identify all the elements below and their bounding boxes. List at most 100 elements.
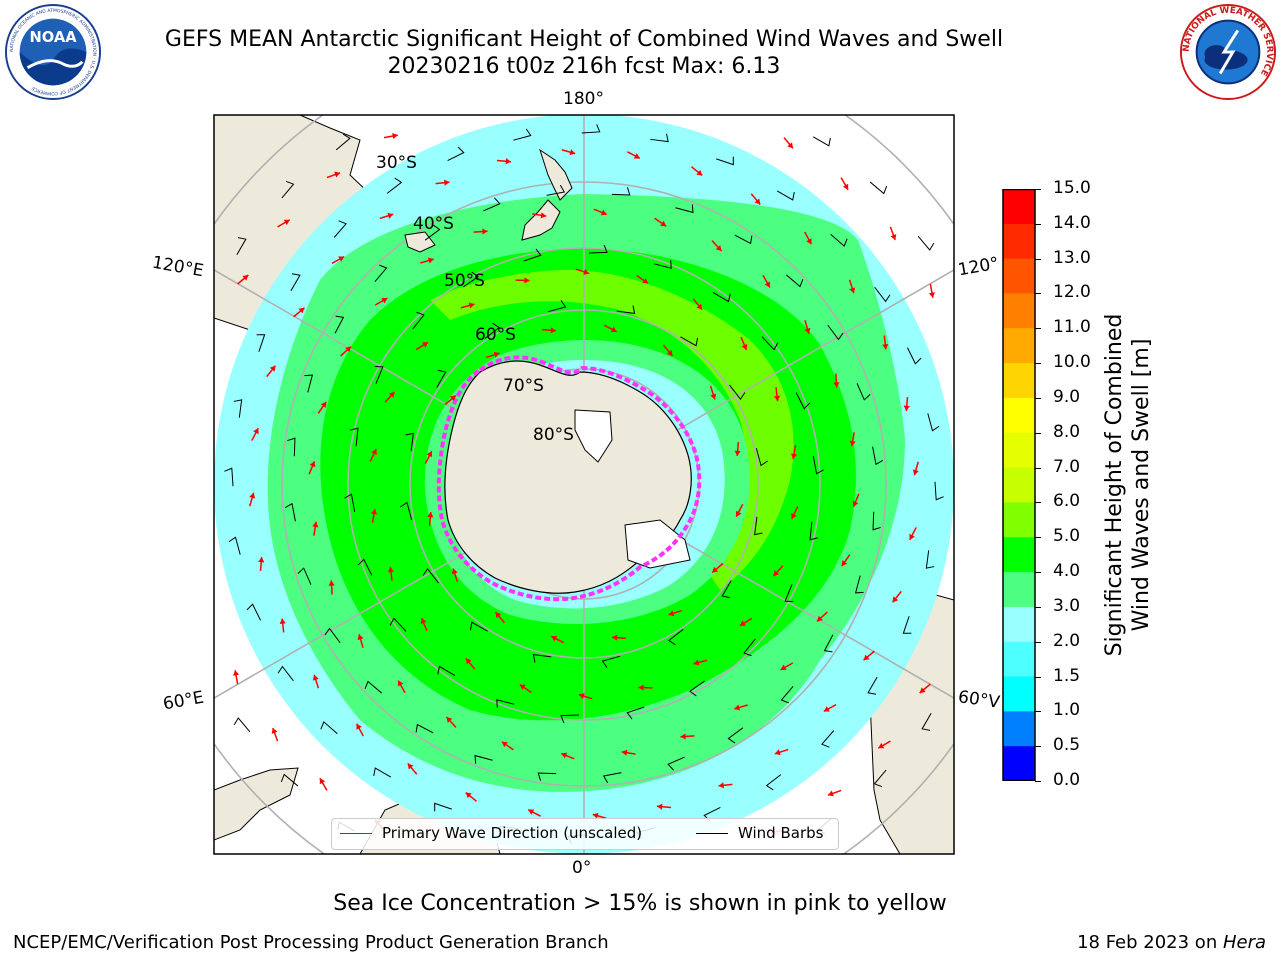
wave-arrow-head: [642, 277, 649, 284]
legend-label-barb: Wind Barbs: [738, 824, 824, 842]
wave-arrow-head: [242, 275, 249, 281]
wave-arrow-head: [638, 684, 644, 691]
wind-barb: [463, 271, 479, 288]
wave-arrow-head: [878, 742, 885, 749]
wave-arrow-head: [919, 687, 926, 693]
wave-arrow-head: [253, 428, 259, 435]
wind-barb: [755, 447, 768, 467]
colorbar-tick-mark: [1035, 363, 1041, 365]
wind-barb: [917, 235, 935, 251]
wind-barb: [827, 324, 844, 341]
wind-barb: [523, 248, 542, 262]
wind-barb: [236, 237, 247, 256]
wind-barb: [335, 133, 351, 151]
map-legend: Primary Wave Direction (unscaled) Wind B…: [331, 818, 839, 850]
wind-barb: [712, 291, 731, 303]
wave-arrow-head: [320, 401, 327, 408]
wave-arrow-head: [482, 228, 488, 235]
wave-arrow-head: [903, 405, 910, 411]
colorbar-tick: 1.0: [1053, 700, 1081, 721]
colorbar-band: [1003, 328, 1035, 364]
wind-barb: [734, 234, 753, 245]
colorbar-tick-mark: [1035, 258, 1041, 260]
colorbar-tick: 9.0: [1053, 386, 1081, 407]
wave-arrow-head: [928, 292, 935, 298]
colorbar-tick: 5.0: [1053, 526, 1081, 547]
wave-arrow-head: [842, 183, 849, 190]
colorbar-tick-mark: [1035, 223, 1041, 225]
wind-barb: [436, 369, 447, 388]
wave-arrow-head: [852, 500, 859, 507]
wave-arrow-head: [849, 287, 856, 294]
wave-arrow-head: [279, 618, 286, 624]
wind-barb: [364, 680, 383, 694]
colorbar-tick: 0.5: [1053, 735, 1081, 756]
wave-arrow-head: [388, 391, 395, 398]
noaa-logo-icon: NOAA NATIONAL OCEANIC AND ATMOSPHERIC AD…: [4, 3, 102, 101]
wave-arrow-head: [258, 557, 265, 563]
wave-arrow-head: [505, 158, 511, 165]
wind-barb: [246, 603, 262, 621]
wave-arrow-head: [357, 634, 364, 641]
wave-arrow-head: [446, 716, 453, 723]
wind-barb: [602, 772, 622, 784]
wind-barb: [546, 184, 566, 196]
colorbar-tick: 11.0: [1053, 317, 1091, 338]
wave-arrow-head: [666, 349, 673, 356]
wave-arrow-head: [668, 610, 675, 617]
wind-barb: [689, 680, 705, 697]
wave-arrow-head: [827, 790, 834, 797]
wind-barb: [334, 315, 345, 334]
wave-field-5m: [430, 269, 794, 590]
wave-arrow-head: [519, 684, 526, 691]
wave-arrow-head: [715, 245, 722, 252]
wind-barb: [434, 802, 452, 812]
colorbar-band: [1003, 258, 1035, 294]
wind-barb: [474, 754, 493, 764]
wave-arrow-head: [328, 580, 335, 586]
colorbar-band: [1003, 606, 1035, 643]
wind-barb: [483, 197, 501, 212]
wave-arrow-head: [269, 365, 276, 372]
wave-arrow-head: [790, 453, 798, 460]
wave-arrow-head: [600, 209, 607, 216]
wind-barb: [400, 501, 413, 521]
colorbar-band: [1003, 467, 1035, 503]
wave-arrow-head: [312, 521, 319, 528]
lat-label-80s: 80°S: [533, 425, 574, 445]
lat-label-30s: 30°S: [376, 153, 417, 173]
wind-barb: [902, 616, 912, 634]
wind-barb: [532, 654, 552, 663]
wind-barb: [729, 384, 746, 400]
wave-arrow-head: [569, 149, 576, 156]
wave-arrow-head: [612, 634, 618, 641]
wind-barb: [780, 685, 794, 704]
lon-label-180: 180°: [563, 89, 604, 109]
colorbar-band: [1003, 537, 1035, 573]
wave-arrow-head: [773, 395, 781, 402]
wind-barb: [588, 244, 608, 254]
wind-barb: [224, 467, 234, 487]
colorbar-tick: 7.0: [1053, 456, 1081, 477]
wave-arrow-head: [345, 346, 352, 353]
wave-arrow-head: [892, 596, 899, 603]
wave-arrow-head: [863, 654, 870, 661]
wave-arrow-head: [319, 778, 326, 785]
colorbar-tick: 12.0: [1053, 282, 1091, 303]
wind-barb: [256, 334, 266, 352]
wind-barb: [680, 336, 699, 347]
colorbar-tick-mark: [1035, 606, 1041, 608]
wave-arrow-head: [633, 153, 640, 159]
wave-arrow-head: [610, 326, 617, 333]
wave-arrow-head: [334, 171, 341, 178]
wind-barb: [357, 558, 373, 576]
land-africa-corner: [214, 767, 299, 841]
colorbar-tick: 3.0: [1053, 595, 1081, 616]
wave-direction-arrows: [233, 133, 935, 835]
wave-arrow-head: [774, 749, 781, 756]
wind-barb: [795, 392, 811, 410]
wave-arrow-head: [381, 297, 388, 304]
colorbar: [1002, 189, 1036, 781]
chart-subtitle: 20230216 t00z 216h fcst Max: 6.13: [387, 54, 781, 79]
